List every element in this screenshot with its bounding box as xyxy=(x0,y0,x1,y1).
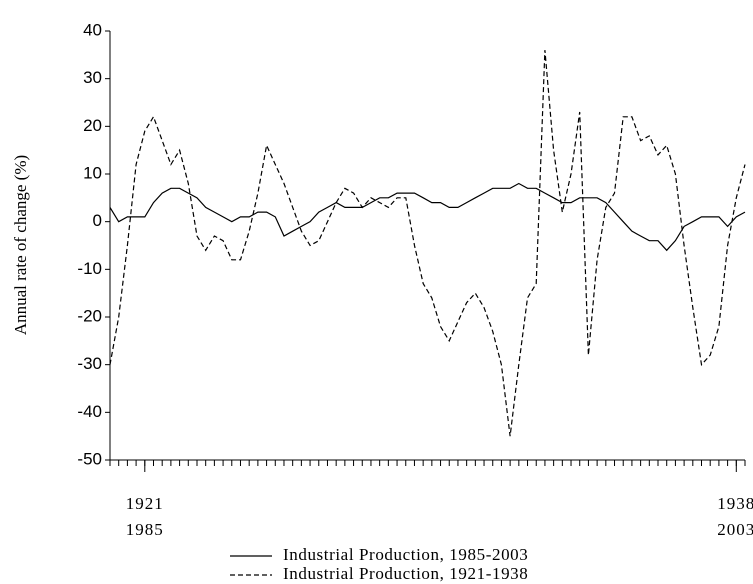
y-tick-label: 40 xyxy=(83,20,102,39)
x-tick-label: 1921 xyxy=(126,494,164,513)
legend-label: Industrial Production, 1921-1938 xyxy=(283,564,528,583)
y-tick-label: -40 xyxy=(77,402,102,421)
y-tick-label: 30 xyxy=(83,68,102,87)
x-tick-label-lower: 1985 xyxy=(126,520,164,539)
y-tick-label: -10 xyxy=(77,259,102,278)
y-axis-label: Annual rate of change (%) xyxy=(11,155,30,335)
y-tick-label: -30 xyxy=(77,354,102,373)
y-tick-label: 10 xyxy=(83,163,102,182)
y-tick-label: 0 xyxy=(93,211,102,230)
x-tick-label-lower: 2003 xyxy=(717,520,753,539)
series-line xyxy=(109,50,746,437)
legend-label: Industrial Production, 1985-2003 xyxy=(283,545,528,564)
y-tick-label: -20 xyxy=(77,306,102,325)
y-tick-label: 20 xyxy=(83,116,102,135)
x-tick-label: 1938 xyxy=(717,494,753,513)
series-line xyxy=(109,182,746,252)
y-tick-label: -50 xyxy=(77,449,102,468)
